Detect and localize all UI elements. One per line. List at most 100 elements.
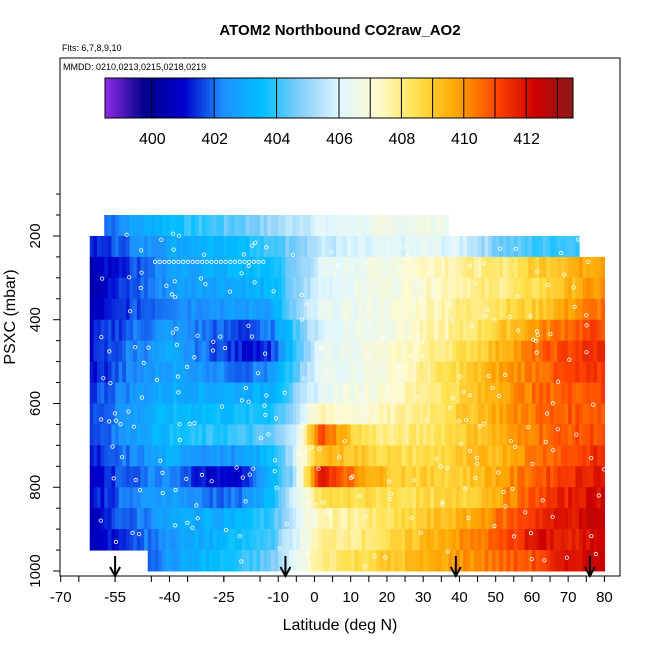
heatmap-cell: [299, 550, 305, 572]
heatmap-cell: [238, 256, 243, 279]
heatmap-cell: [339, 424, 345, 446]
heatmap-cell: [376, 487, 381, 509]
heatmap-cell: [401, 403, 406, 425]
heatmap-cell: [328, 529, 334, 551]
heatmap-cell: [140, 403, 145, 425]
sample-point: [571, 285, 576, 290]
sample-point: [458, 441, 463, 446]
heatmap-cell: [473, 424, 479, 446]
heatmap-cell: [245, 424, 250, 446]
sample-point: [246, 323, 251, 328]
y-tick-label: 1000: [27, 554, 44, 587]
colorbar-swatch: [295, 78, 298, 118]
heatmap-cell: [310, 508, 316, 530]
sample-point: [210, 348, 215, 353]
heatmap-cell: [354, 215, 359, 237]
heatmap-cell: [289, 424, 294, 446]
heatmap-cell: [466, 403, 471, 425]
heatmap-cell: [365, 424, 370, 446]
colorbar-swatch: [187, 78, 190, 118]
heatmap-cell: [336, 550, 341, 572]
heatmap-cell: [499, 403, 504, 425]
heatmap-cell: [492, 235, 497, 258]
heatmap-cell: [310, 298, 316, 321]
heatmap-cell: [575, 277, 580, 300]
heatmap-cell: [89, 361, 94, 384]
sample-point: [511, 534, 517, 539]
heatmap-cell: [183, 319, 189, 342]
heatmap-cell: [397, 550, 403, 572]
heatmap-cell: [372, 529, 377, 551]
heatmap-cell: [231, 298, 236, 321]
colorbar-swatch: [489, 78, 492, 118]
heatmap-cell: [209, 215, 214, 237]
colorbar-swatch: [329, 78, 332, 118]
colorbar-swatch: [397, 78, 400, 118]
heatmap-cell: [510, 508, 515, 530]
sample-point: [596, 493, 601, 498]
sample-point: [247, 472, 252, 477]
heatmap-cell: [147, 256, 152, 279]
colorbar-swatch: [153, 78, 156, 118]
heatmap-cell: [564, 277, 569, 300]
colorbar-swatch: [393, 78, 396, 118]
heatmap-cell: [136, 508, 142, 530]
heatmap-cell: [564, 550, 569, 572]
heatmap-cell: [289, 215, 294, 237]
colorbar-swatch: [163, 78, 166, 118]
heatmap-cell: [173, 550, 178, 572]
heatmap-cell: [459, 403, 464, 425]
heatmap-cell: [481, 466, 486, 488]
y-tick-label: 200: [27, 223, 44, 248]
heatmap-cell: [332, 487, 337, 509]
heatmap-cell: [292, 424, 297, 446]
heatmap-cell: [564, 340, 569, 363]
heatmap-cell: [281, 382, 287, 404]
heatmap-cell: [260, 487, 265, 509]
heatmap-cell: [517, 340, 522, 363]
sample-point: [418, 296, 423, 301]
heatmap-cell: [223, 508, 229, 530]
heatmap-cell: [100, 277, 105, 300]
heatmap-cell: [524, 256, 529, 279]
heatmap-cell: [582, 424, 587, 446]
heatmap-cell: [575, 298, 580, 321]
heatmap-cell: [267, 508, 272, 530]
heatmap-cell: [542, 256, 548, 279]
heatmap-cell: [292, 508, 297, 530]
sample-point: [190, 259, 195, 264]
heatmap-cell: [332, 382, 337, 404]
heatmap-cell: [376, 445, 381, 467]
colorbar-swatch: [475, 78, 478, 118]
colorbar: 400 402 404 406 408 410 412: [104, 77, 574, 148]
heatmap-cell: [455, 487, 461, 509]
colorbar-swatch: [297, 78, 300, 118]
heatmap-cell: [278, 361, 283, 384]
heatmap-cell: [597, 319, 602, 342]
heatmap-cell: [539, 550, 544, 572]
heatmap-cell: [600, 529, 606, 551]
heatmap-cell: [405, 487, 410, 509]
heatmap-cell: [198, 487, 203, 509]
colorbar-swatch: [419, 78, 422, 118]
heatmap-cell: [368, 256, 374, 279]
heatmap-cell: [307, 235, 312, 258]
heatmap-cell: [209, 277, 214, 300]
heatmap-cell: [579, 403, 584, 425]
heatmap-cell: [212, 277, 218, 300]
heatmap-cell: [517, 487, 522, 509]
heatmap-cell: [93, 508, 98, 530]
heatmap-cell: [241, 550, 247, 572]
heatmap-cell: [542, 508, 548, 530]
heatmap-cell: [365, 466, 370, 488]
heatmap-cell: [550, 319, 555, 342]
colorbar-swatch: [439, 78, 442, 118]
colorbar-swatch: [317, 78, 320, 118]
heatmap-cell: [270, 466, 276, 488]
heatmap-cell: [285, 277, 290, 300]
heatmap-cell: [470, 319, 475, 342]
colorbar-tick-label: 408: [389, 131, 416, 148]
heatmap-cell: [223, 550, 229, 572]
colorbar-swatch: [497, 78, 500, 118]
